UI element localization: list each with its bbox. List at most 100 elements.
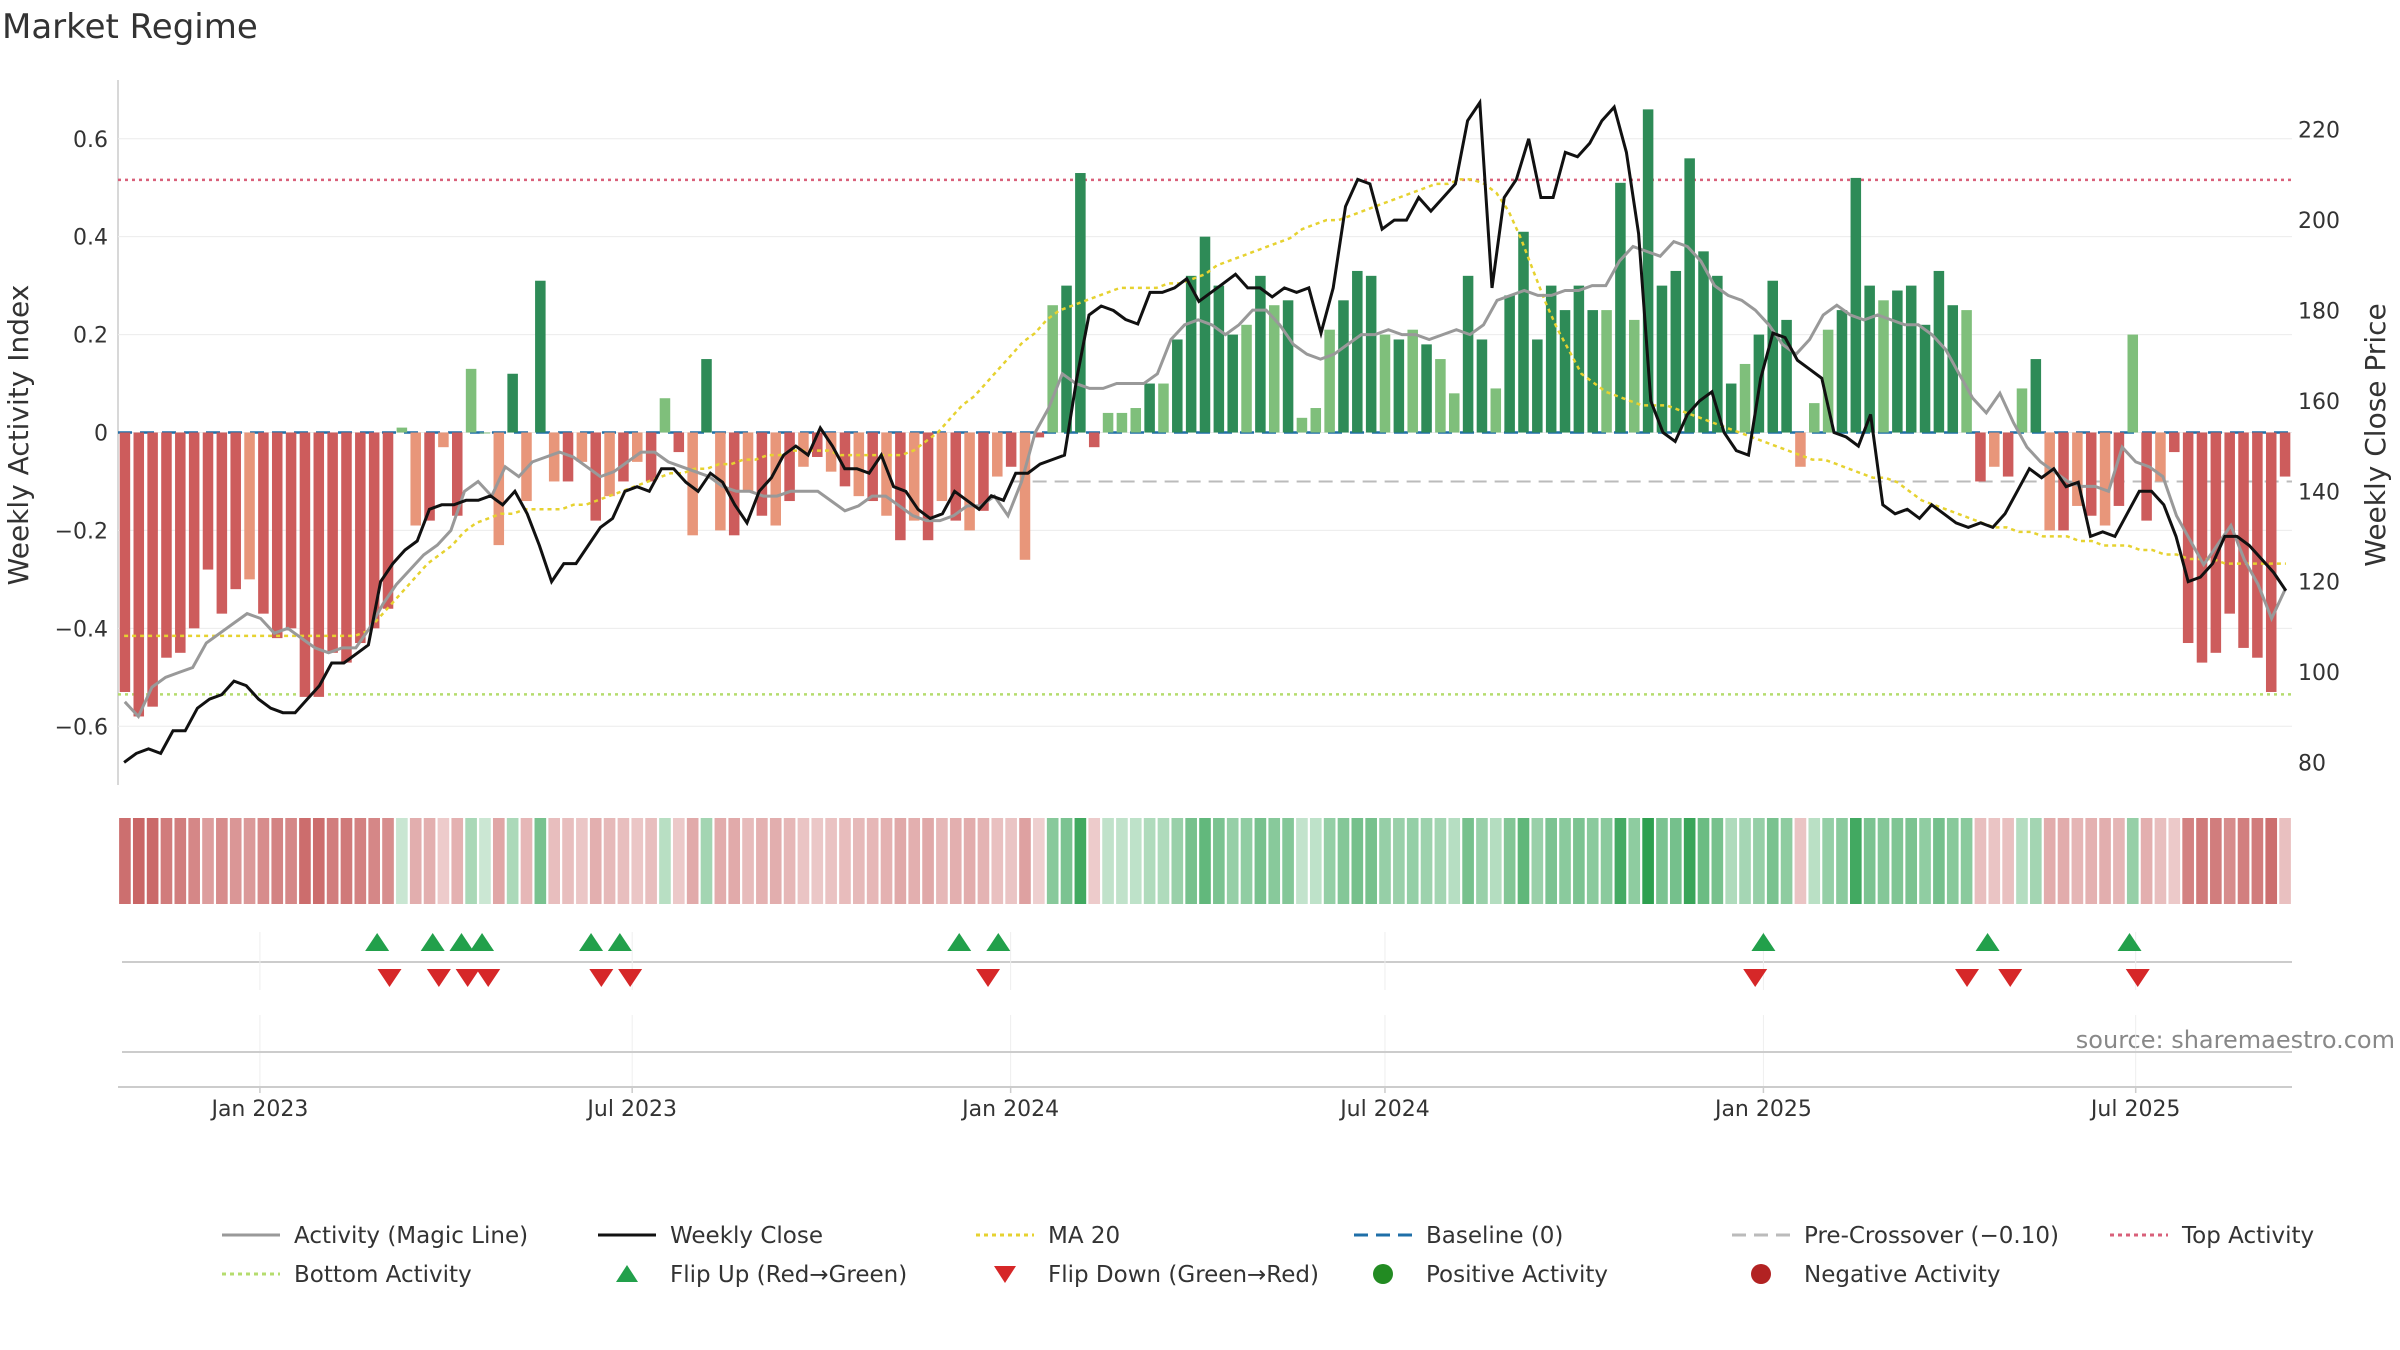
regime-strip-cell	[1268, 818, 1281, 904]
activity-bar	[2279, 432, 2291, 477]
series-lines	[123, 98, 2288, 764]
regime-strip-cell	[1669, 818, 1682, 904]
activity-bar	[1781, 319, 1792, 433]
regime-strip-cell	[1351, 818, 1364, 904]
activity-bar	[355, 432, 366, 644]
regime-strip-cell	[2196, 818, 2208, 904]
activity-bar	[1518, 231, 1529, 433]
activity-bar	[175, 432, 186, 653]
activity-bar	[1241, 324, 1252, 433]
legend: Activity (Magic Line) Weekly Close MA 20 Ba…	[222, 1223, 2314, 1288]
activity-bar	[1310, 408, 1322, 433]
regime-strip-cell	[1877, 818, 1890, 904]
activity-bar	[1559, 310, 1571, 433]
regime-strip-cell	[1143, 818, 1156, 904]
legend-item: Negative Activity	[1751, 1262, 2001, 1288]
legend-item: Weekly Close	[598, 1223, 823, 1249]
regime-strip-cell	[1254, 818, 1267, 904]
activity-bar	[493, 432, 505, 546]
regime-strip-cell	[839, 818, 851, 904]
regime-strip-cell	[1863, 818, 1876, 904]
regime-strip-cell	[1129, 818, 1142, 904]
y-tick-label: 0	[94, 422, 108, 447]
y-tick-label: −0.2	[55, 519, 108, 544]
flip-up-marker	[1975, 933, 2000, 951]
regime-strip-cell	[1365, 818, 1377, 904]
activity-bar	[1407, 329, 1418, 433]
x-tick-label: Jan 2025	[1713, 1097, 1812, 1122]
activity-bar	[1822, 329, 1834, 433]
regime-strip-cell	[1060, 818, 1073, 904]
regime-strip-cell	[257, 818, 270, 904]
regime-strip-cell	[2237, 818, 2250, 904]
y2-tick-label: 200	[2298, 209, 2340, 234]
flip-down-marker	[2125, 969, 2150, 987]
regime-strip-cell	[299, 818, 311, 904]
activity-bar	[1033, 432, 1045, 438]
activity-bar	[701, 359, 712, 433]
x-tick-label: Jan 2024	[960, 1097, 1059, 1122]
regime-strip-cell	[1711, 818, 1724, 904]
regime-strip-cell	[1766, 818, 1779, 904]
regime-strip-cell	[1102, 818, 1114, 904]
regime-strip-cell	[1489, 818, 1502, 904]
regime-strip-cell	[479, 818, 491, 904]
regime-strip-cell	[825, 818, 837, 904]
regime-strip-cell	[1725, 818, 1738, 904]
regime-strip-cell	[714, 818, 727, 904]
activity-bar	[1227, 334, 1238, 433]
activity-bar	[742, 432, 754, 492]
regime-strip-cell	[506, 818, 519, 904]
activity-bar	[576, 432, 588, 462]
legend-swatch	[616, 1265, 638, 1282]
regime-strip-cell	[1420, 818, 1433, 904]
y-tick-label: −0.4	[55, 617, 108, 642]
activity-bar	[728, 432, 740, 536]
y2-tick-label: 140	[2298, 480, 2340, 505]
activity-bar	[2169, 432, 2180, 453]
activity-bar	[590, 432, 601, 521]
activity-bar	[1725, 383, 1737, 433]
activity-bar	[784, 432, 795, 502]
activity-bar	[2099, 432, 2111, 526]
x-tick-label: Jan 2023	[209, 1097, 308, 1122]
regime-strip-cell	[1849, 818, 1862, 904]
activity-bar	[1642, 109, 1654, 433]
regime-strip-cell	[1628, 818, 1641, 904]
activity-bar	[1158, 383, 1169, 433]
regime-strip-cell	[2223, 818, 2236, 904]
regime-strip-cell	[229, 818, 242, 904]
regime-strip-cell	[465, 818, 477, 904]
regime-strip-cell	[2154, 818, 2167, 904]
regime-strip-cell	[1406, 818, 1419, 904]
activity-bar	[244, 432, 255, 580]
regime-strip-cell	[1462, 818, 1474, 904]
regime-strip-cell	[1157, 818, 1170, 904]
activity-bar	[895, 432, 906, 541]
legend-item: Flip Up (Red→Green)	[616, 1262, 907, 1288]
regime-strip-cell	[548, 818, 561, 904]
legend-item: Positive Activity	[1373, 1262, 1608, 1288]
regime-strip-cell	[285, 818, 297, 904]
activity-bar	[604, 432, 615, 497]
activity-bar	[1061, 285, 1072, 433]
activity-bar	[1213, 285, 1225, 433]
legend-item: MA 20	[976, 1223, 1120, 1249]
activity-bar	[964, 432, 975, 531]
regime-strip-cell	[160, 818, 173, 904]
legend-item: Flip Down (Green→Red)	[994, 1262, 1319, 1288]
activity-bar	[2210, 432, 2222, 653]
activity-bar	[119, 432, 131, 692]
regime-strip-cell	[243, 818, 256, 904]
activity-bar	[2155, 432, 2166, 482]
regime-strip-cell	[589, 818, 602, 904]
activity-bar	[1172, 339, 1183, 433]
activity-bar	[327, 432, 338, 653]
activity-bar	[1268, 305, 1280, 433]
regime-strip-cell	[1642, 818, 1654, 904]
activity-bar	[1490, 388, 1502, 433]
regime-strip-cell	[631, 818, 644, 904]
activity-bar	[285, 432, 297, 629]
activity-bar	[161, 432, 172, 658]
activity-bar	[2127, 334, 2139, 433]
